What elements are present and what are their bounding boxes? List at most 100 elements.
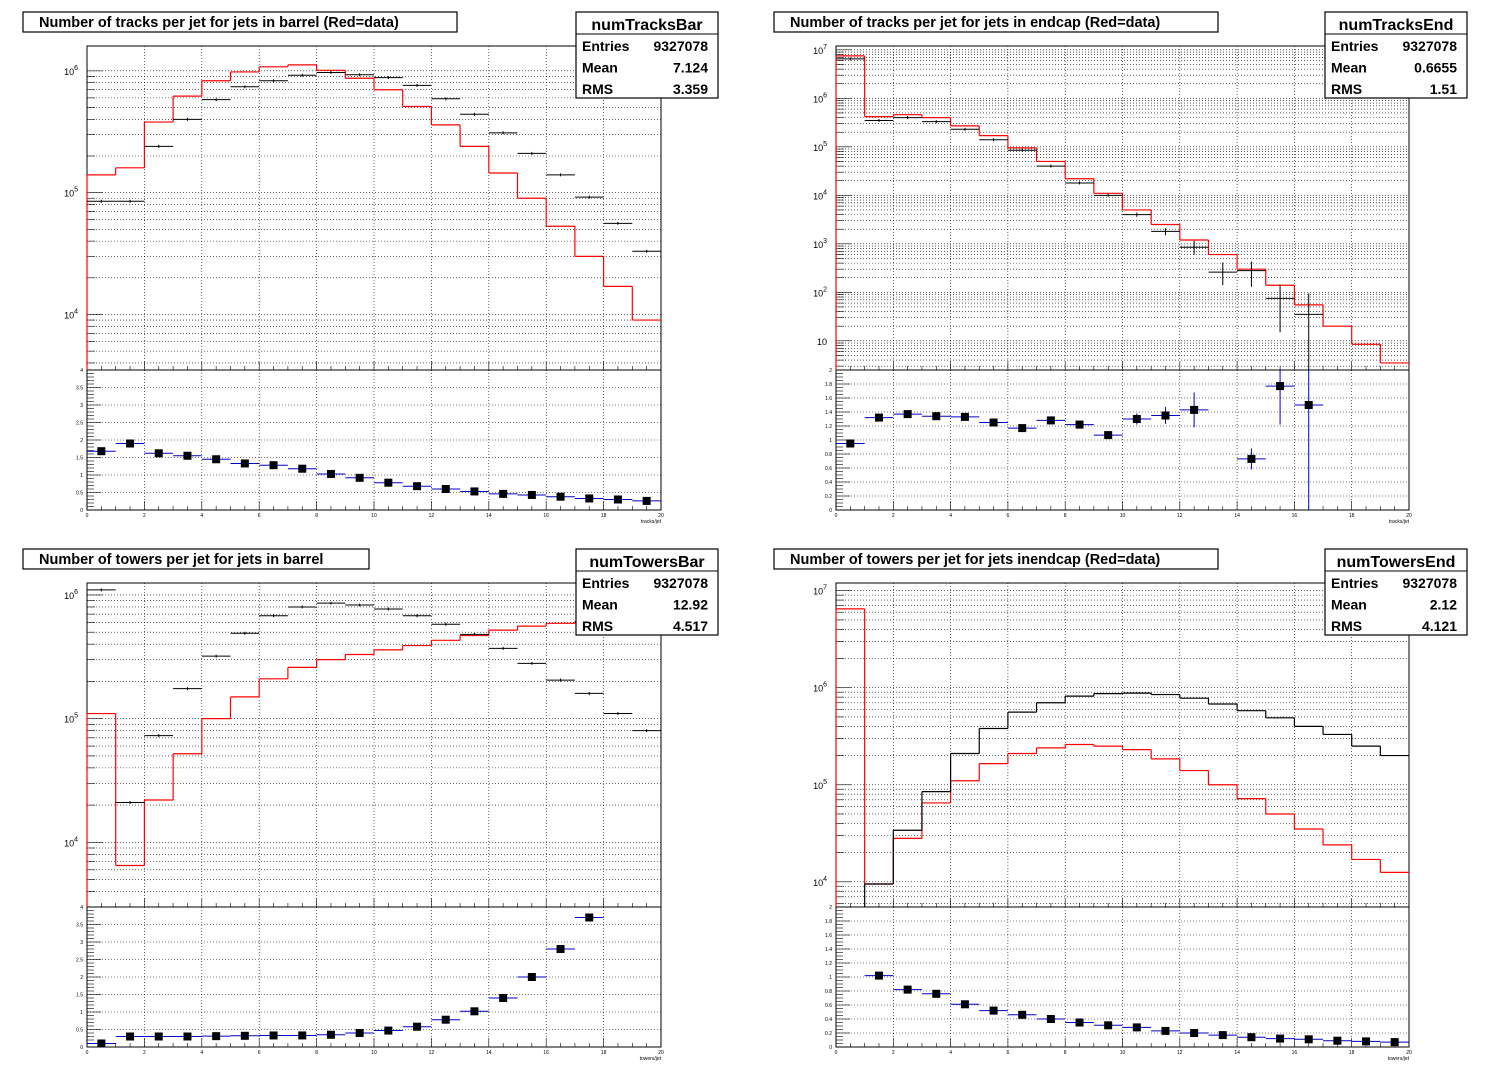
ratio-point-marker [1247,454,1256,463]
ratio-point-marker [1046,416,1055,425]
ratio-y-tick-label: 1.2 [825,424,832,430]
ratio-point-marker [126,1032,135,1041]
ratio-point-marker [212,1032,221,1041]
ratio-y-tick-label: 1.2 [825,961,832,967]
ratio-y-tick-label: 0.6 [825,466,832,472]
x-tick-label: 0 [86,1050,89,1056]
y-tick-label-base: 10 [813,878,823,888]
ratio-y-tick-label: 1.8 [825,919,832,925]
x-tick-label: 14 [486,1050,492,1056]
x-tick-label: 6 [258,1050,261,1056]
y-tick-label: 10 [817,337,827,347]
ratio-point-marker [384,478,393,487]
ratio-point-marker [585,494,594,503]
ratio-point-marker [441,1015,450,1024]
x-tick-label: 16 [1292,1050,1298,1056]
x-axis-label: tracks/jet [641,519,662,525]
series-data-step [86,620,661,907]
x-tick-label: 18 [601,1050,607,1056]
ratio-y-tick-label: 0.4 [825,1017,832,1023]
ratio-point-marker [1104,1021,1113,1030]
stats-label: Entries [582,38,630,54]
ratio-y-tick-label: 1.5 [76,456,83,462]
ratio-point-marker [1333,1036,1342,1045]
stats-label: Entries [1331,38,1379,54]
ratio-y-tick-label: 2 [80,975,83,981]
ratio-y-tick-label: 0.5 [76,491,83,497]
plot-title: Number of tracks per jet for jets in bar… [39,15,399,31]
y-tick-label-exponent: 6 [74,589,78,596]
ratio-point-marker [470,1007,479,1016]
x-tick-label: 18 [601,513,607,519]
x-tick-label: 12 [429,513,435,519]
ratio-y-tick-label: 2.5 [76,958,83,964]
ratio-point-marker [1362,1037,1371,1046]
ratio-point-marker [1390,1038,1399,1047]
x-axis-label: tracks/jet [1389,519,1410,525]
ratio-point-marker [874,413,883,422]
ratio-y-tick-label: 0 [80,508,83,514]
x-tick-label: 16 [543,513,549,519]
ratio-y-tick-label: 1.6 [825,933,832,939]
x-tick-label: 10 [371,513,377,519]
y-tick-label: 105 [813,779,827,791]
ratio-point-marker [355,473,364,482]
ratio-point-marker [154,449,163,458]
x-tick-label: 20 [1406,1050,1412,1056]
stats-label: Mean [1331,60,1367,76]
x-tick-label: 6 [1007,513,1010,519]
ratio-y-tick-label: 1.5 [76,993,83,999]
y-tick-label-base: 10 [817,337,827,347]
x-tick-label: 20 [658,513,664,519]
x-tick-label: 10 [1120,513,1126,519]
ratio-point-marker [1190,405,1199,414]
ratio-point-marker [326,469,335,478]
ratio-point-marker [126,439,135,448]
ratio-point-marker [1104,431,1113,440]
stats-box [575,548,719,636]
y-tick-label-exponent: 4 [823,189,827,196]
x-tick-label: 12 [429,1050,435,1056]
ratio-point-marker [1276,382,1285,391]
y-tick-label-exponent: 7 [823,585,827,592]
ratio-y-tick-label: 0.4 [825,480,832,486]
ratio-point-marker [1132,1023,1141,1032]
ratio-y-tick-label: 4 [80,368,83,374]
stats-value: 1.51 [1430,81,1457,97]
x-tick-label: 20 [1406,513,1412,519]
y-tick-label: 106 [813,92,827,104]
y-tick-label-base: 10 [813,46,823,56]
y-tick-label: 107 [813,585,827,597]
ratio-point-marker [183,1032,192,1041]
ratio-point-marker [240,459,249,468]
ratio-point-marker [1075,420,1084,429]
ratio-y-tick-label: 1 [829,975,832,981]
x-tick-label: 16 [543,1050,549,1056]
ratio-point-marker [527,490,536,499]
ratio-point-marker [989,418,998,427]
x-tick-label: 2 [892,1050,895,1056]
stats-value: 9327078 [1402,38,1457,54]
stats-value: 2.12 [1430,597,1457,613]
x-tick-label: 8 [1064,513,1067,519]
ratio-y-tick-label: 0.5 [76,1028,83,1034]
ratio-y-tick-label: 1.4 [825,947,832,953]
y-tick-label-exponent: 2 [823,286,827,293]
ratio-y-tick-label: 1 [80,1010,83,1016]
y-tick-label-base: 10 [813,240,823,250]
y-tick-label: 105 [813,141,827,153]
y-tick-label-base: 10 [64,591,74,601]
x-tick-label: 0 [86,513,89,519]
grid-lines [836,46,1409,511]
y-tick-label-base: 10 [813,143,823,153]
x-tick-label: 6 [258,513,261,519]
stats-box [1324,548,1468,636]
y-tick-label: 105 [64,187,78,199]
ratio-y-tick-label: 1 [829,438,832,444]
x-tick-label: 18 [1349,513,1355,519]
ratio-point-marker [846,439,855,448]
ratio-y-tick-label: 0 [829,508,832,514]
ratio-y-tick-label: 2 [829,368,832,374]
y-tick-label-exponent: 6 [74,65,78,72]
